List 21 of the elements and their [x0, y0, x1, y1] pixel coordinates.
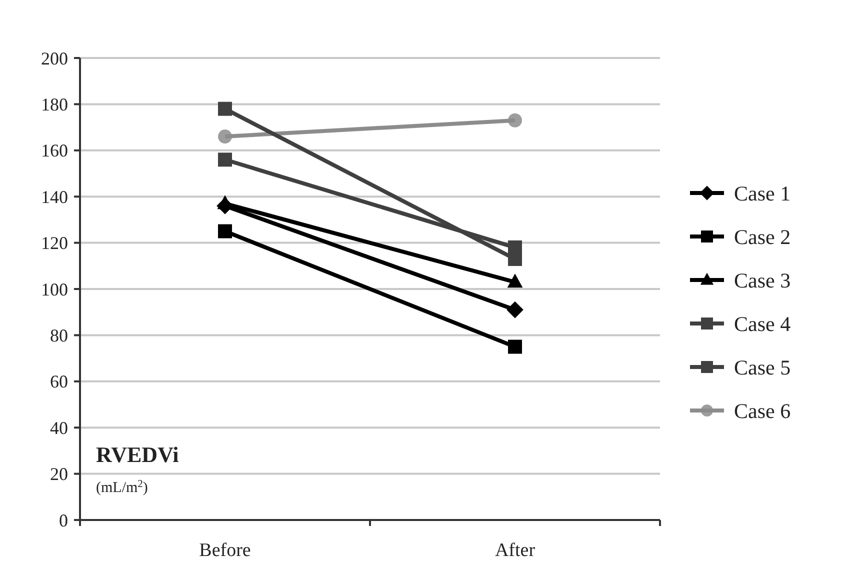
y-tick-label: 180 [41, 94, 68, 114]
legend-label: Case 4 [734, 312, 792, 336]
legend-label: Case 6 [734, 398, 791, 423]
y-tick-label: 200 [41, 48, 68, 68]
y-tick-label: 40 [50, 418, 68, 438]
legend-label: Case 5 [734, 355, 791, 380]
y-axis-title: RVEDVi [96, 442, 179, 467]
legend-label: Case 3 [734, 268, 791, 292]
annotation: (mL/m$^{2}$) [96, 478, 148, 496]
x-tick-label: Before [199, 540, 251, 561]
y-tick-label: 100 [41, 279, 68, 300]
y-tick-label: 120 [41, 233, 68, 254]
legend-label: Case 2 [734, 224, 791, 249]
x-tick-label: After [494, 540, 536, 561]
legend-label: Case 1 [734, 181, 791, 206]
y-tick-label: 140 [41, 186, 68, 207]
y-tick-label: 160 [41, 140, 68, 161]
y-tick-label: 0 [59, 510, 68, 530]
y-tick-label: 60 [50, 372, 68, 392]
y-tick-label: 20 [50, 464, 68, 484]
y-tick-label: 80 [50, 326, 68, 346]
